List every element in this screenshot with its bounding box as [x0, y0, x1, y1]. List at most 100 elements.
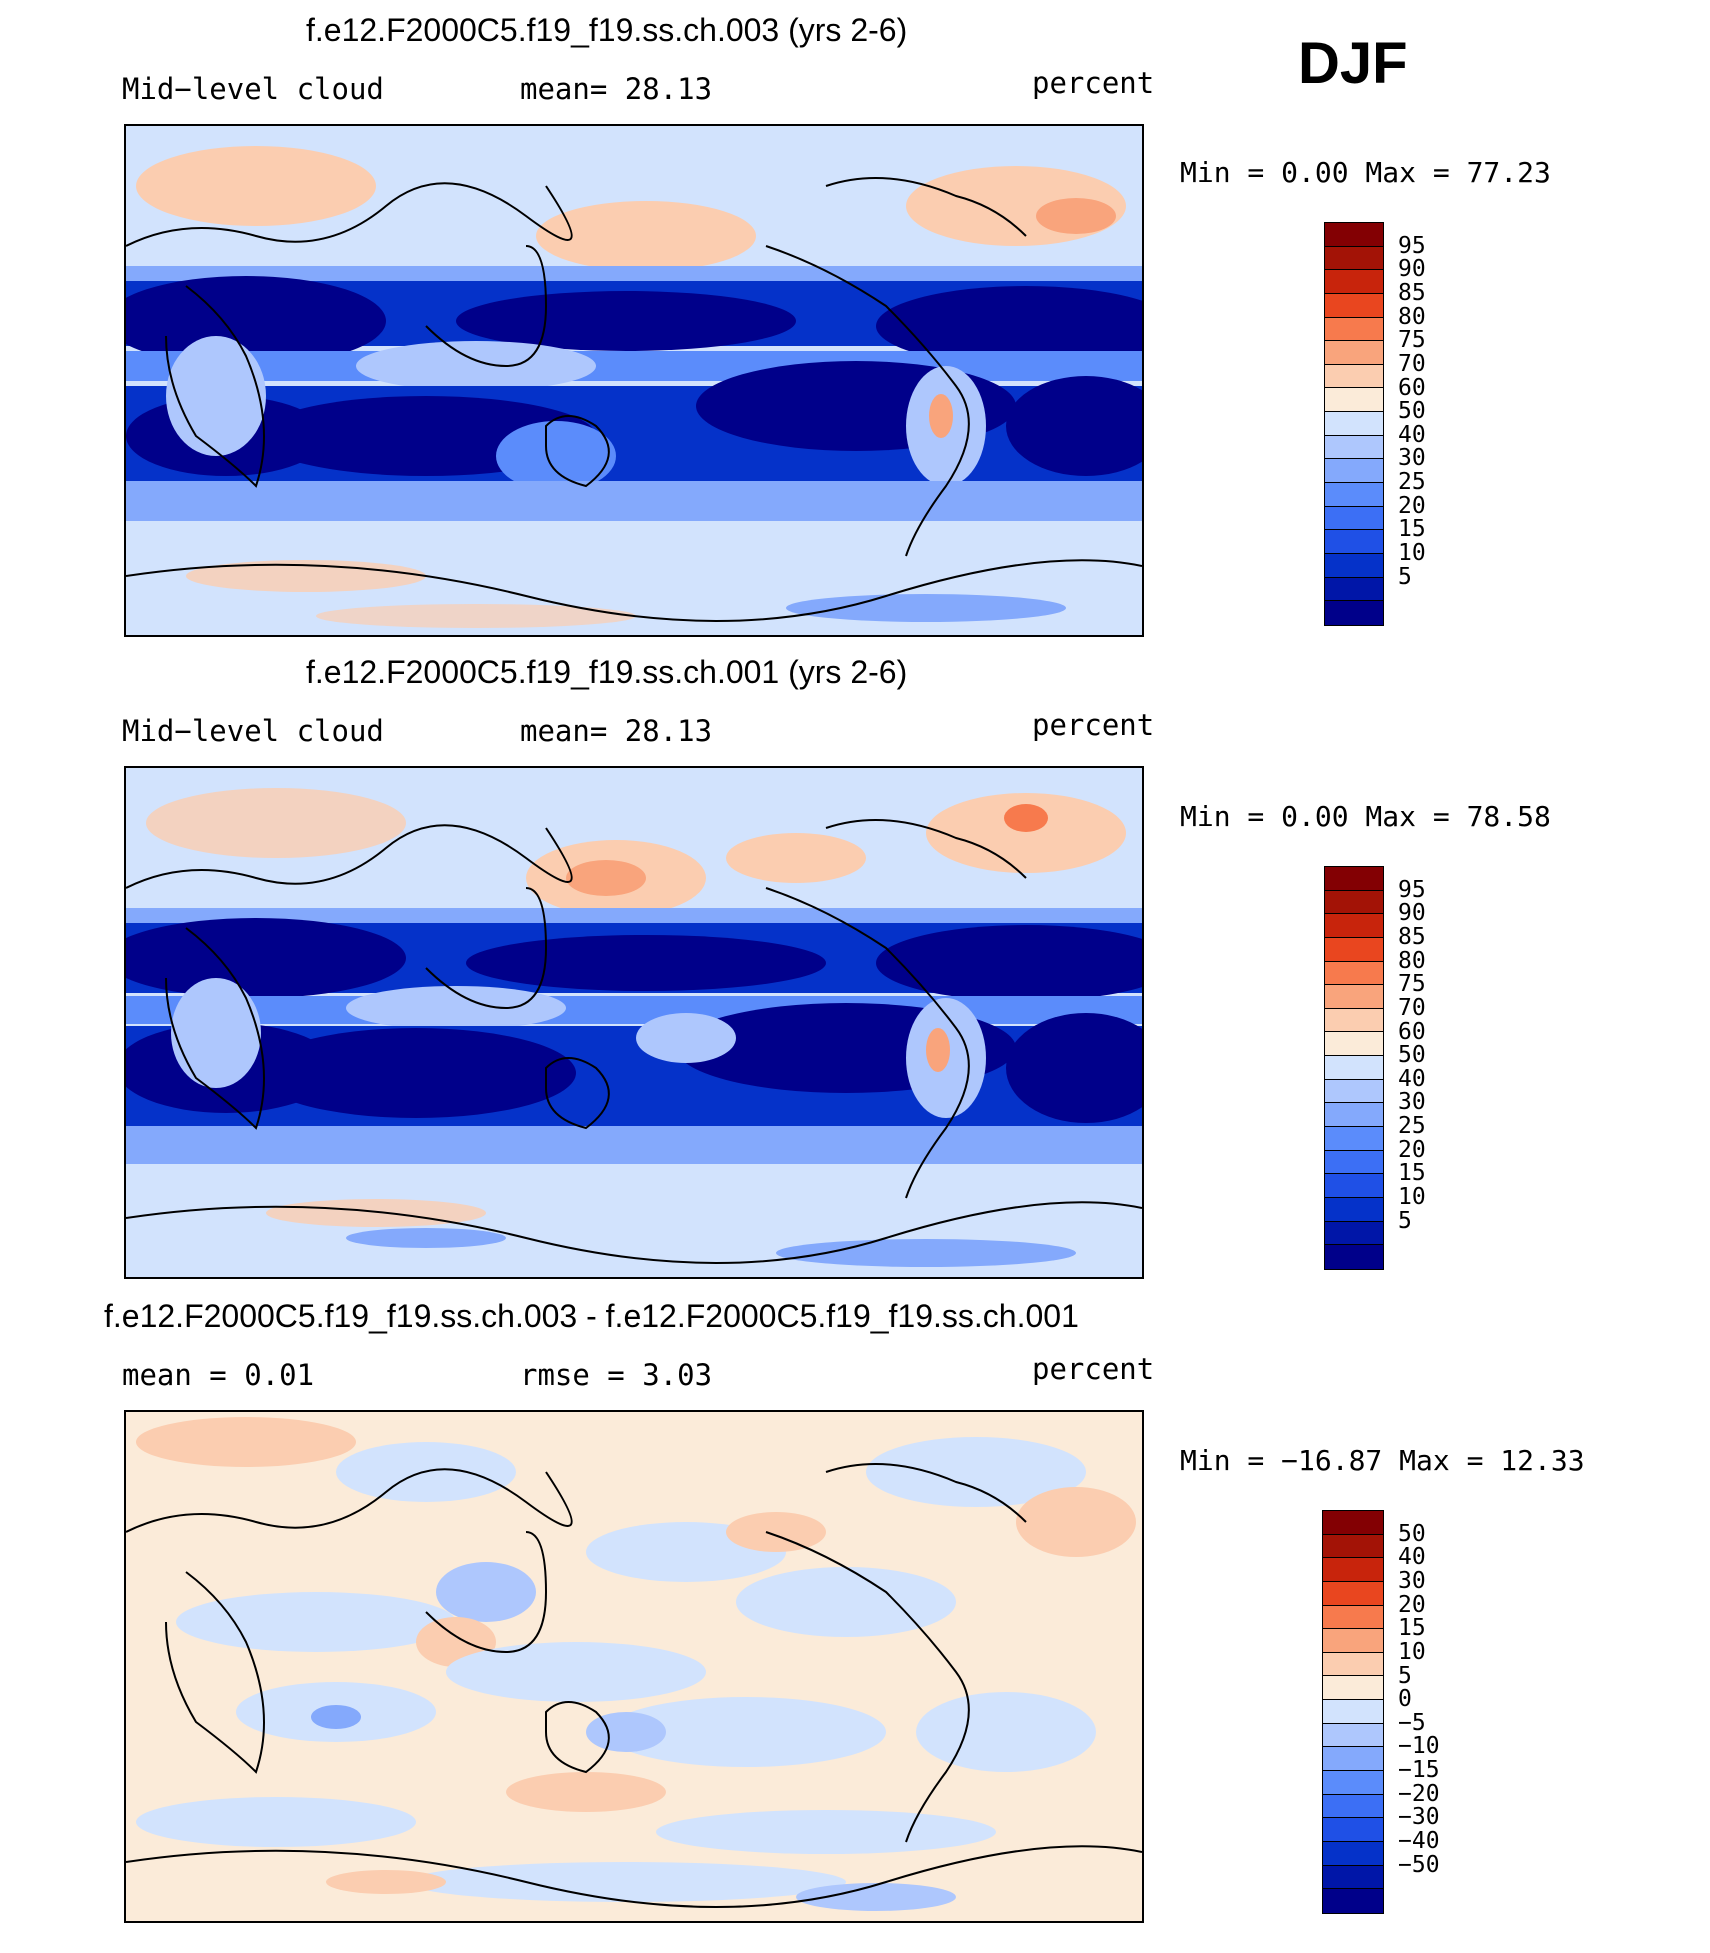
- colorbar-tick-label: 20: [1398, 1136, 1426, 1163]
- colorbar-tick-label: 80: [1398, 947, 1426, 974]
- colorbar-cell: [1325, 506, 1383, 531]
- panel-1-colorbar: [1324, 222, 1384, 626]
- colorbar-cell: [1325, 246, 1383, 271]
- colorbar-cell: [1323, 1676, 1383, 1701]
- colorbar-tick-label: 30: [1398, 1089, 1426, 1116]
- panel-2-minmax: Min = 0.00 Max = 78.58: [1180, 800, 1551, 833]
- colorbar-cell: [1325, 364, 1383, 389]
- colorbar-cell: [1325, 601, 1383, 625]
- colorbar-tick-label: 85: [1398, 279, 1426, 306]
- colorbar-cell: [1325, 388, 1383, 413]
- colorbar-cell: [1325, 483, 1383, 507]
- colorbar-cell: [1325, 553, 1383, 578]
- colorbar-cell: [1325, 1221, 1383, 1246]
- colorbar-cell: [1325, 1032, 1383, 1057]
- colorbar-tick-label: 30: [1398, 445, 1426, 472]
- colorbar-tick-label: 70: [1398, 994, 1426, 1021]
- colorbar-cell: [1325, 890, 1383, 915]
- colorbar-cell: [1325, 1079, 1383, 1104]
- panel-2-variable: Mid−level cloud: [122, 714, 384, 748]
- colorbar-tick-label: 90: [1398, 900, 1426, 927]
- colorbar-cell: [1323, 1771, 1383, 1795]
- colorbar-cell: [1325, 530, 1383, 554]
- colorbar-tick-label: 25: [1398, 469, 1426, 496]
- panel-3-units: percent: [1032, 1352, 1155, 1386]
- panel-3-minmax: Min = −16.87 Max = 12.33: [1180, 1444, 1585, 1477]
- colorbar-cell: [1325, 1127, 1383, 1151]
- colorbar-cell: [1323, 1605, 1383, 1630]
- colorbar-cell: [1323, 1629, 1383, 1653]
- colorbar-tick-label: 20: [1398, 492, 1426, 519]
- panel-3-colorbar: [1322, 1510, 1384, 1914]
- colorbar-tick-label: −15: [1398, 1757, 1440, 1784]
- colorbar-cell: [1325, 937, 1383, 962]
- colorbar-cell: [1325, 1245, 1383, 1269]
- colorbar-cell: [1325, 293, 1383, 318]
- colorbar-tick-label: 10: [1398, 540, 1426, 567]
- colorbar-cell: [1325, 435, 1383, 460]
- panel-1-units: percent: [1032, 66, 1155, 100]
- colorbar-cell: [1323, 1841, 1383, 1866]
- colorbar-cell: [1325, 412, 1383, 436]
- colorbar-tick-label: −5: [1398, 1709, 1426, 1736]
- panel-2-title: f.e12.F2000C5.f19_f19.ss.ch.001 (yrs 2-6…: [306, 654, 908, 690]
- colorbar-cell: [1325, 577, 1383, 602]
- colorbar-tick-label: 30: [1398, 1567, 1426, 1594]
- colorbar-cell: [1323, 1723, 1383, 1748]
- colorbar-tick-label: 50: [1398, 398, 1426, 425]
- colorbar-tick-label: 0: [1398, 1686, 1412, 1713]
- colorbar-tick-label: −50: [1398, 1851, 1440, 1878]
- colorbar-tick-label: 25: [1398, 1113, 1426, 1140]
- season-label: DJF: [1298, 31, 1408, 96]
- colorbar-tick-label: 5: [1398, 563, 1412, 590]
- colorbar-tick-label: 40: [1398, 421, 1426, 448]
- panel-2-units: percent: [1032, 708, 1155, 742]
- colorbar-cell: [1325, 341, 1383, 365]
- colorbar-cell: [1325, 1197, 1383, 1222]
- colorbar-cell: [1323, 1652, 1383, 1677]
- colorbar-tick-label: 60: [1398, 1018, 1426, 1045]
- colorbar-tick-label: −30: [1398, 1804, 1440, 1831]
- colorbar-cell: [1325, 914, 1383, 938]
- panel-3-map: [124, 1410, 1144, 1923]
- colorbar-tick-label: 75: [1398, 971, 1426, 998]
- colorbar-tick-label: 5: [1398, 1207, 1412, 1234]
- colorbar-tick-label: 15: [1398, 516, 1426, 543]
- colorbar-tick-label: 15: [1398, 1615, 1426, 1642]
- colorbar-cell: [1325, 1008, 1383, 1033]
- colorbar-tick-label: 50: [1398, 1042, 1426, 1069]
- colorbar-cell: [1323, 1558, 1383, 1582]
- colorbar-tick-label: 85: [1398, 923, 1426, 950]
- colorbar-tick-label: 70: [1398, 350, 1426, 377]
- colorbar-cell: [1325, 1103, 1383, 1128]
- panel-1-mean: mean= 28.13: [520, 72, 713, 106]
- colorbar-cell: [1325, 985, 1383, 1009]
- panel-2-map-field: [126, 768, 1142, 1277]
- colorbar-cell: [1323, 1534, 1383, 1559]
- colorbar-tick-label: 95: [1398, 232, 1426, 259]
- colorbar-tick-label: 95: [1398, 876, 1426, 903]
- colorbar-cell: [1323, 1747, 1383, 1772]
- colorbar-tick-label: 10: [1398, 1638, 1426, 1665]
- colorbar-cell: [1323, 1889, 1383, 1913]
- colorbar-cell: [1325, 1174, 1383, 1198]
- colorbar-tick-label: 50: [1398, 1520, 1426, 1547]
- colorbar-cell: [1325, 1150, 1383, 1175]
- colorbar-tick-label: 75: [1398, 327, 1426, 354]
- colorbar-tick-label: 20: [1398, 1591, 1426, 1618]
- colorbar-tick-label: 15: [1398, 1160, 1426, 1187]
- colorbar-cell: [1325, 317, 1383, 342]
- panel-2-mean: mean= 28.13: [520, 714, 713, 748]
- colorbar-cell: [1323, 1818, 1383, 1842]
- colorbar-tick-label: 5: [1398, 1662, 1412, 1689]
- colorbar-tick-label: 10: [1398, 1184, 1426, 1211]
- panel-3-mean: mean = 0.01: [122, 1358, 315, 1392]
- colorbar-cell: [1323, 1865, 1383, 1890]
- colorbar-cell: [1325, 270, 1383, 294]
- colorbar-cell: [1323, 1700, 1383, 1724]
- panel-3-map-field: [126, 1412, 1142, 1921]
- panel-1-map: [124, 124, 1144, 637]
- colorbar-cell: [1323, 1581, 1383, 1606]
- colorbar-tick-label: 40: [1398, 1065, 1426, 1092]
- colorbar-tick-label: 90: [1398, 256, 1426, 283]
